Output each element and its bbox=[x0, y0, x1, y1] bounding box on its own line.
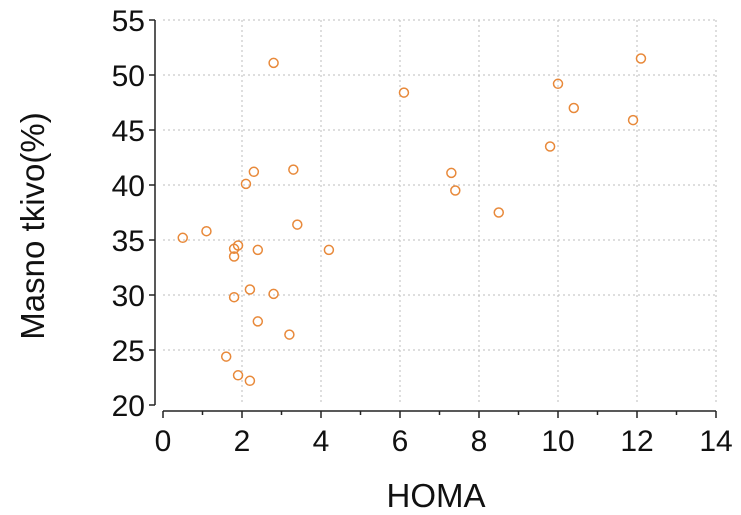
data-point bbox=[284, 329, 295, 340]
x-tick-label: 12 bbox=[620, 425, 653, 458]
data-point bbox=[450, 185, 461, 196]
x-tick-label: 2 bbox=[234, 425, 251, 458]
x-tick-label: 10 bbox=[541, 425, 574, 458]
x-tick-label: 0 bbox=[155, 425, 172, 458]
data-point bbox=[248, 166, 260, 178]
data-point bbox=[220, 351, 232, 362]
data-point bbox=[232, 370, 244, 381]
y-tick-label: 35 bbox=[112, 225, 145, 258]
data-point bbox=[268, 288, 279, 300]
data-point bbox=[635, 53, 647, 64]
y-tick-label: 55 bbox=[112, 5, 145, 38]
data-point bbox=[627, 114, 639, 126]
data-point bbox=[446, 167, 457, 179]
data-point bbox=[252, 244, 264, 256]
data-point bbox=[398, 87, 410, 98]
data-point bbox=[292, 219, 303, 230]
data-point bbox=[544, 141, 556, 152]
data-point bbox=[288, 164, 299, 175]
data-points bbox=[177, 53, 647, 387]
data-point bbox=[493, 207, 504, 218]
data-point bbox=[244, 375, 256, 387]
gridlines bbox=[163, 19, 717, 405]
x-tick-label: 6 bbox=[392, 425, 409, 458]
data-point bbox=[268, 57, 279, 69]
data-point bbox=[177, 232, 188, 244]
x-axis-title: HOMA bbox=[387, 477, 486, 514]
y-tick-label: 40 bbox=[112, 170, 145, 203]
x-tick-label: 8 bbox=[471, 425, 488, 458]
data-point bbox=[568, 102, 580, 114]
y-tick-label: 50 bbox=[112, 60, 145, 93]
data-point bbox=[228, 251, 240, 262]
data-point bbox=[228, 291, 240, 303]
tick-labels: 20 25 30 35 40 45 50 55 0 2 4 6 8 10 12 14 bbox=[112, 5, 733, 458]
y-axis-title: Masno tkivo(%) bbox=[14, 112, 51, 339]
axes bbox=[149, 19, 717, 418]
data-point bbox=[240, 178, 252, 190]
y-tick-label: 30 bbox=[112, 280, 145, 313]
y-tick-label: 20 bbox=[112, 390, 145, 423]
data-point bbox=[232, 240, 244, 251]
y-tick-label: 25 bbox=[112, 335, 145, 368]
data-point bbox=[252, 316, 264, 327]
x-tick-label: 4 bbox=[313, 425, 330, 458]
y-tick-label: 45 bbox=[112, 115, 145, 148]
data-point bbox=[552, 78, 564, 90]
data-point bbox=[201, 225, 212, 237]
x-tick-label: 14 bbox=[699, 425, 732, 458]
data-point bbox=[244, 284, 256, 295]
data-point bbox=[323, 244, 335, 256]
